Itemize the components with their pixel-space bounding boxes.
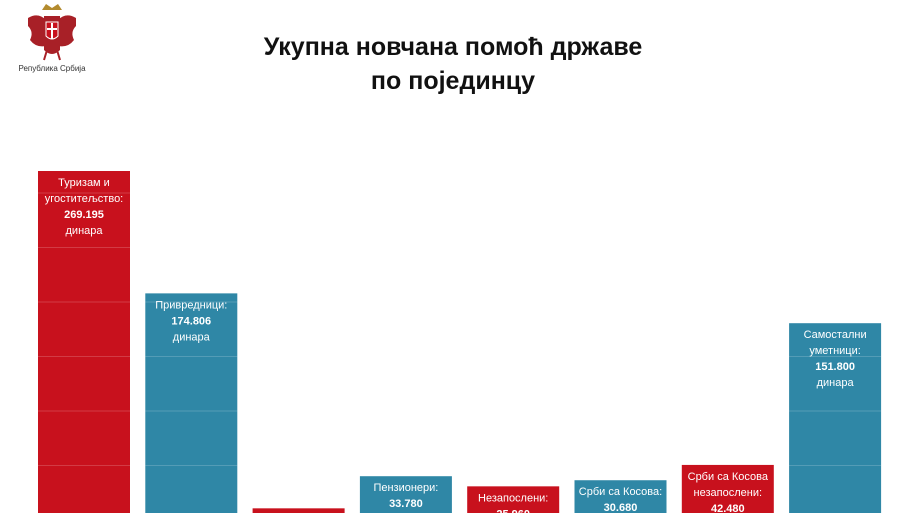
bar-1 (38, 171, 130, 513)
bar-2-unit-label: динара (173, 331, 211, 343)
bar-4-label-line-1: Пензионери: (373, 482, 438, 494)
bar-3 (252, 508, 345, 513)
bar-8-unit-label: динара (817, 377, 855, 389)
bar-5-value-label: 25.960 (496, 508, 530, 513)
bar-7-value-label: 42.480 (711, 503, 745, 513)
bar-2 (145, 293, 238, 513)
bar-2-label-line-1: Привредници: (155, 299, 227, 311)
bar-7 (681, 464, 774, 513)
bar-6 (574, 480, 667, 513)
bar-4 (359, 476, 452, 513)
coat-of-arms-logo (20, 2, 84, 78)
logo-caption: Република Србија (18, 64, 86, 73)
bar-5 (467, 486, 560, 513)
bar-2-value-label: 174.806 (171, 315, 211, 327)
bar-6-value-label: 30.680 (604, 502, 638, 513)
bar-7-label-line-1: Срби са Косова (688, 471, 769, 483)
bar-8-value-label: 151.800 (815, 361, 855, 373)
chart-title-line-2: по појединцу (370, 67, 536, 95)
serbian-coat-of-arms-icon (28, 4, 76, 61)
bar-5-label-line-1: Незапослени: (478, 492, 548, 504)
bar-6-label-line-1: Срби са Косова: (579, 486, 662, 498)
bar-8-label-line-1: Самостални (804, 329, 867, 341)
bar-1-value-label: 269.195 (64, 209, 104, 221)
bar-1-label-line-1: Туризам и (58, 177, 110, 189)
bar-8-label-line-2: уметници: (809, 345, 860, 357)
bar-1-label-line-2: угоститељство: (45, 193, 124, 205)
chart-title: Укупна новчана помоћ државе по појединцу (0, 30, 906, 98)
bar-7-label-line-2: незапослени: (694, 487, 763, 499)
bar-8 (789, 323, 882, 513)
chart-title-line-1: Укупна новчана помоћ државе (263, 33, 643, 61)
bar-4-value-label: 33.780 (389, 498, 423, 510)
bar-1-unit-label: динара (66, 225, 104, 237)
